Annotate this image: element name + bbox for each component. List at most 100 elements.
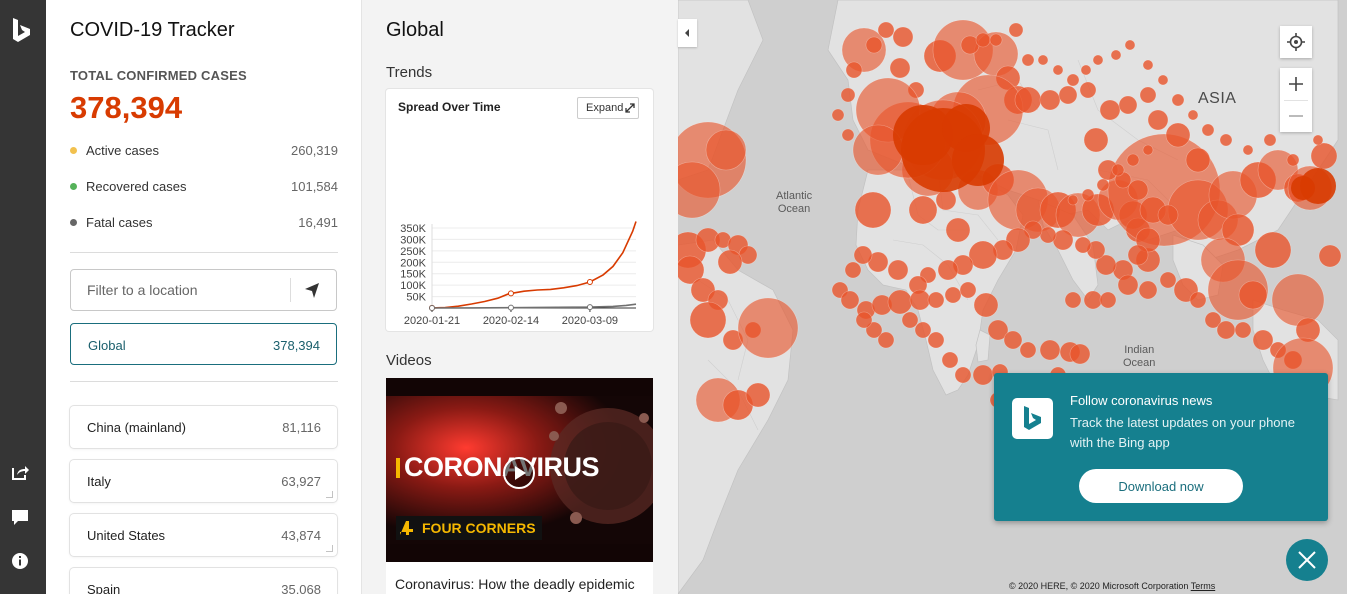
case-bubble[interactable] xyxy=(840,290,860,310)
case-bubble[interactable] xyxy=(1117,274,1139,296)
case-bubble[interactable] xyxy=(1095,254,1117,276)
case-bubble[interactable] xyxy=(745,382,771,408)
case-bubble[interactable] xyxy=(1021,53,1035,67)
case-bubble[interactable] xyxy=(877,331,895,349)
case-bubble[interactable] xyxy=(1271,273,1325,327)
zoom-out-icon[interactable] xyxy=(1280,100,1312,132)
case-bubble[interactable] xyxy=(1099,291,1117,309)
case-bubble[interactable] xyxy=(1159,271,1177,289)
case-bubble-cluster[interactable] xyxy=(1291,176,1315,200)
case-bubble[interactable] xyxy=(1099,99,1121,121)
case-bubble[interactable] xyxy=(1079,81,1097,99)
case-bubble[interactable] xyxy=(865,36,883,54)
case-bubble[interactable] xyxy=(1074,236,1092,254)
case-bubble[interactable] xyxy=(959,281,977,299)
case-bubble[interactable] xyxy=(944,286,962,304)
collapse-panel-button[interactable] xyxy=(678,19,697,47)
case-bubble[interactable] xyxy=(1252,329,1274,351)
location-item-italy[interactable]: Italy 63,927 xyxy=(70,460,337,502)
case-bubble[interactable] xyxy=(1142,59,1154,71)
locate-me-icon[interactable] xyxy=(301,279,323,301)
feedback-icon[interactable] xyxy=(10,507,30,527)
video-thumbnail[interactable]: CORONAVIRUS FOUR CORNERS xyxy=(386,378,653,562)
case-bubble[interactable] xyxy=(1067,194,1079,206)
case-bubble[interactable] xyxy=(1147,109,1169,131)
case-bubble[interactable] xyxy=(1083,127,1109,153)
case-bubble[interactable] xyxy=(954,366,972,384)
case-bubble[interactable] xyxy=(1138,280,1158,300)
case-bubble[interactable] xyxy=(1187,109,1199,121)
case-bubble[interactable] xyxy=(845,61,863,79)
case-bubble[interactable] xyxy=(1139,86,1157,104)
case-bubble[interactable] xyxy=(1216,320,1236,340)
case-bubble[interactable] xyxy=(840,87,856,103)
case-bubble[interactable] xyxy=(1096,178,1110,192)
case-bubble[interactable] xyxy=(705,129,747,171)
case-bubble[interactable] xyxy=(678,161,721,219)
terms-link[interactable]: Terms xyxy=(1190,581,1216,591)
location-item-global[interactable]: Global 378,394 xyxy=(70,323,337,365)
location-item-united-states[interactable]: United States 43,874 xyxy=(70,514,337,556)
expand-chart-button[interactable]: Expand xyxy=(577,97,639,119)
case-bubble[interactable] xyxy=(1171,93,1185,107)
case-bubble[interactable] xyxy=(1081,188,1095,202)
case-bubble-cluster[interactable] xyxy=(952,134,1004,186)
world-map[interactable]: Atlantic Ocean ASIA Indian Ocean © 2 xyxy=(678,0,1347,594)
case-bubble[interactable] xyxy=(1080,64,1092,76)
case-bubble[interactable] xyxy=(973,292,999,318)
case-bubble[interactable] xyxy=(1064,291,1082,309)
case-bubble[interactable] xyxy=(1310,142,1338,170)
case-bubble[interactable] xyxy=(1111,163,1125,177)
case-bubble[interactable] xyxy=(1254,231,1292,269)
case-bubble[interactable] xyxy=(689,301,727,339)
case-bubble[interactable] xyxy=(887,259,909,281)
case-bubble[interactable] xyxy=(1165,122,1191,148)
case-bubble[interactable] xyxy=(831,108,845,122)
location-item-spain[interactable]: Spain 35,068 xyxy=(70,568,337,594)
case-bubble[interactable] xyxy=(854,191,892,229)
case-bubble[interactable] xyxy=(1204,311,1222,329)
location-filter-input[interactable] xyxy=(71,270,289,310)
case-bubble[interactable] xyxy=(927,291,945,309)
case-bubble[interactable] xyxy=(989,33,1003,47)
case-bubble[interactable] xyxy=(1092,54,1104,66)
case-bubble[interactable] xyxy=(927,331,945,349)
case-bubble[interactable] xyxy=(887,289,913,315)
case-bubble[interactable] xyxy=(678,255,705,285)
case-bubble[interactable] xyxy=(889,57,911,79)
case-bubble[interactable] xyxy=(1234,321,1252,339)
case-bubble[interactable] xyxy=(1014,86,1042,114)
case-bubble[interactable] xyxy=(1039,339,1061,361)
case-bubble[interactable] xyxy=(1142,144,1154,156)
case-bubble[interactable] xyxy=(935,189,957,211)
case-bubble[interactable] xyxy=(853,245,873,265)
case-bubble[interactable] xyxy=(1242,144,1254,156)
video-card[interactable]: CORONAVIRUS FOUR CORNERS Coronavirus: Ho… xyxy=(386,378,653,594)
case-bubble[interactable] xyxy=(1118,95,1138,115)
case-bubble[interactable] xyxy=(1019,341,1037,359)
case-bubble[interactable] xyxy=(1126,153,1140,167)
case-bubble[interactable] xyxy=(914,321,932,339)
case-bubble[interactable] xyxy=(1219,133,1233,147)
case-bubble[interactable] xyxy=(1263,133,1277,147)
map-canvas[interactable] xyxy=(678,0,1347,594)
case-bubble[interactable] xyxy=(865,321,883,339)
case-bubble[interactable] xyxy=(968,240,998,270)
case-bubble[interactable] xyxy=(1318,244,1342,268)
case-bubble[interactable] xyxy=(1066,73,1080,87)
video-title[interactable]: Coronavirus: How the deadly epidemic xyxy=(395,576,635,592)
case-bubble[interactable] xyxy=(1058,85,1078,105)
case-bubble[interactable] xyxy=(941,351,959,369)
case-bubble[interactable] xyxy=(1127,179,1149,201)
case-bubble[interactable] xyxy=(987,319,1009,341)
case-bubble[interactable] xyxy=(975,32,991,48)
case-bubble[interactable] xyxy=(892,26,914,48)
play-icon[interactable] xyxy=(502,456,536,490)
case-bubble[interactable] xyxy=(1312,134,1324,146)
case-bubble[interactable] xyxy=(844,261,862,279)
bing-logo-icon[interactable] xyxy=(10,16,34,44)
location-item-china[interactable]: China (mainland) 81,116 xyxy=(70,406,337,448)
download-now-button[interactable]: Download now xyxy=(1079,469,1243,503)
case-bubble[interactable] xyxy=(908,195,938,225)
case-bubble[interactable] xyxy=(1039,89,1061,111)
